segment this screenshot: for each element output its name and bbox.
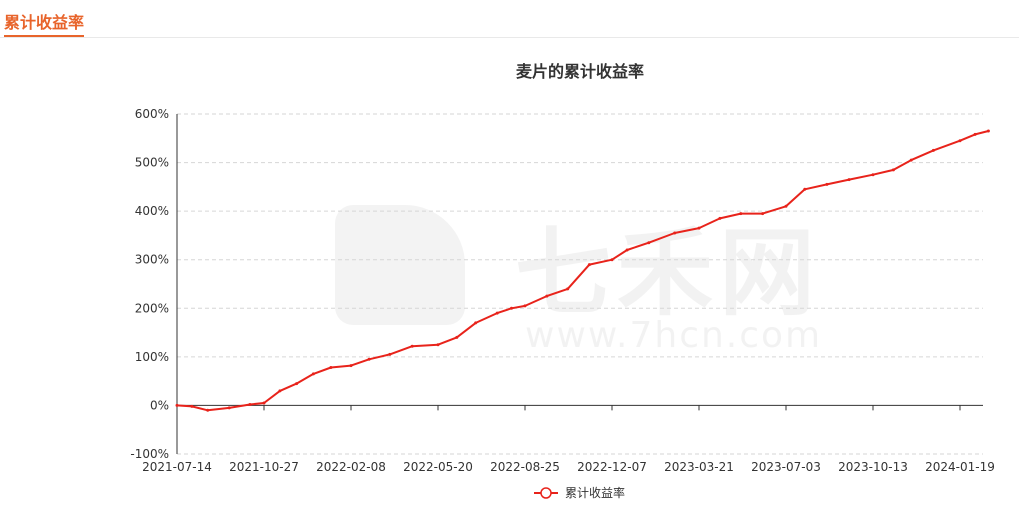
data-point: [278, 389, 282, 393]
data-point: [647, 241, 651, 245]
x-tick-label: 2022-02-08: [316, 460, 386, 474]
data-point: [545, 294, 549, 298]
y-tick-label: 400%: [135, 204, 169, 218]
data-point: [909, 158, 913, 162]
y-tick-label: 300%: [135, 253, 169, 267]
x-tick-label: 2021-07-14: [142, 460, 212, 474]
data-point: [206, 408, 210, 412]
x-tick-label: 2022-05-20: [403, 460, 473, 474]
legend[interactable]: 累计收益率: [534, 485, 625, 500]
data-point: [311, 372, 315, 376]
y-tick-label: 500%: [135, 156, 169, 170]
data-point: [610, 258, 614, 262]
data-point: [367, 357, 371, 361]
data-point: [739, 212, 743, 216]
data-point: [847, 178, 851, 182]
data-point: [931, 148, 935, 152]
data-point: [986, 129, 990, 133]
data-point: [227, 406, 231, 410]
data-point: [436, 343, 440, 347]
y-tick-label: 0%: [150, 398, 169, 412]
legend-label[interactable]: 累计收益率: [565, 485, 625, 500]
data-point: [295, 382, 299, 386]
data-point: [673, 231, 677, 235]
y-axis-ticks: -100% 0% 100% 200% 300% 400% 500% 600%: [130, 107, 178, 461]
data-point: [891, 168, 895, 172]
data-point: [175, 403, 179, 407]
data-point: [329, 366, 333, 369]
x-tick-label: 2023-07-03: [751, 460, 821, 474]
chart-title: 麦片的累计收益率: [515, 62, 644, 81]
data-point: [958, 139, 962, 143]
data-point: [973, 132, 977, 136]
data-point: [510, 306, 513, 310]
x-axis: 2021-07-14 2021-10-27 2022-02-08 2022-05-20…: [142, 404, 995, 474]
x-tick-label: 2024-01-19: [925, 460, 995, 474]
data-point: [474, 321, 478, 325]
data-point: [248, 403, 252, 406]
data-point: [455, 335, 459, 339]
data-point: [495, 311, 499, 315]
data-point: [784, 204, 788, 208]
y-tick-label: 200%: [135, 301, 169, 315]
data-point: [825, 182, 829, 186]
data-point: [523, 304, 527, 308]
data-point: [718, 216, 722, 220]
x-tick-label: 2022-08-25: [490, 460, 560, 474]
x-tick-label: 2021-10-27: [229, 460, 299, 474]
data-point: [761, 212, 765, 216]
data-point: [410, 344, 414, 348]
tab-cumulative-return[interactable]: 累计收益率: [4, 14, 85, 37]
data-point: [625, 248, 629, 252]
x-tick-label: 2023-03-21: [664, 460, 734, 474]
x-tick-label: 2023-10-13: [838, 460, 908, 474]
data-point: [349, 364, 353, 368]
y-tick-label: 600%: [135, 107, 169, 121]
tab-header: 累计收益率: [0, 0, 1019, 38]
data-point: [388, 352, 392, 356]
x-tick-label: 2022-12-07: [577, 460, 647, 474]
data-point: [587, 263, 591, 267]
series-line: [176, 130, 989, 412]
legend-marker-icon: [540, 487, 552, 499]
grid-lines: [177, 113, 983, 455]
y-tick-label: -100%: [130, 447, 169, 461]
data-point: [871, 173, 875, 177]
data-point: [190, 404, 194, 408]
series-layer: [175, 129, 990, 412]
data-point: [566, 287, 570, 291]
data-point: [803, 187, 807, 191]
data-point: [262, 401, 266, 405]
y-tick-label: 100%: [135, 350, 169, 364]
data-point: [697, 226, 701, 230]
